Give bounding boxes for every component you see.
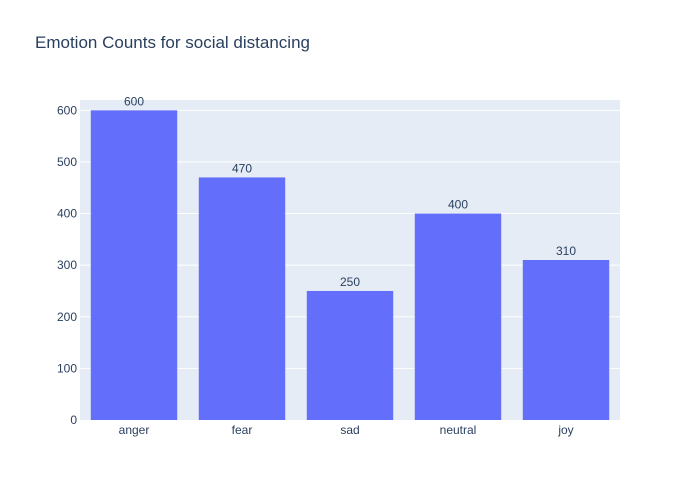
x-tick-label-sad: sad — [340, 423, 359, 437]
data-labels: 600 470 250 400 310 — [124, 94, 576, 289]
chart-title: Emotion Counts for social distancing — [35, 33, 310, 52]
bar-neutral — [414, 213, 502, 420]
bar-sad — [306, 290, 394, 420]
bar-joy — [522, 260, 610, 420]
data-label-fear: 470 — [232, 161, 252, 175]
bar-anger — [90, 110, 178, 421]
data-label-joy: 310 — [556, 244, 576, 258]
y-tick-label: 400 — [57, 207, 77, 221]
x-axis-ticks: anger fear sad neutral joy — [119, 423, 574, 437]
data-label-neutral: 400 — [448, 198, 468, 212]
y-axis-ticks: 0 100 200 300 400 500 600 — [57, 103, 77, 427]
bars — [90, 110, 610, 421]
x-tick-label-fear: fear — [232, 423, 253, 437]
y-tick-label: 200 — [57, 310, 77, 324]
y-tick-label: 300 — [57, 258, 77, 272]
y-tick-label: 600 — [57, 103, 77, 117]
y-tick-label: 0 — [70, 413, 77, 427]
y-tick-label: 500 — [57, 155, 77, 169]
bar-fear — [198, 177, 286, 420]
data-label-anger: 600 — [124, 94, 144, 108]
x-tick-label-anger: anger — [119, 423, 150, 437]
x-tick-label-neutral: neutral — [440, 423, 477, 437]
y-tick-label: 100 — [57, 361, 77, 375]
data-label-sad: 250 — [340, 275, 360, 289]
x-tick-label-joy: joy — [557, 423, 573, 437]
